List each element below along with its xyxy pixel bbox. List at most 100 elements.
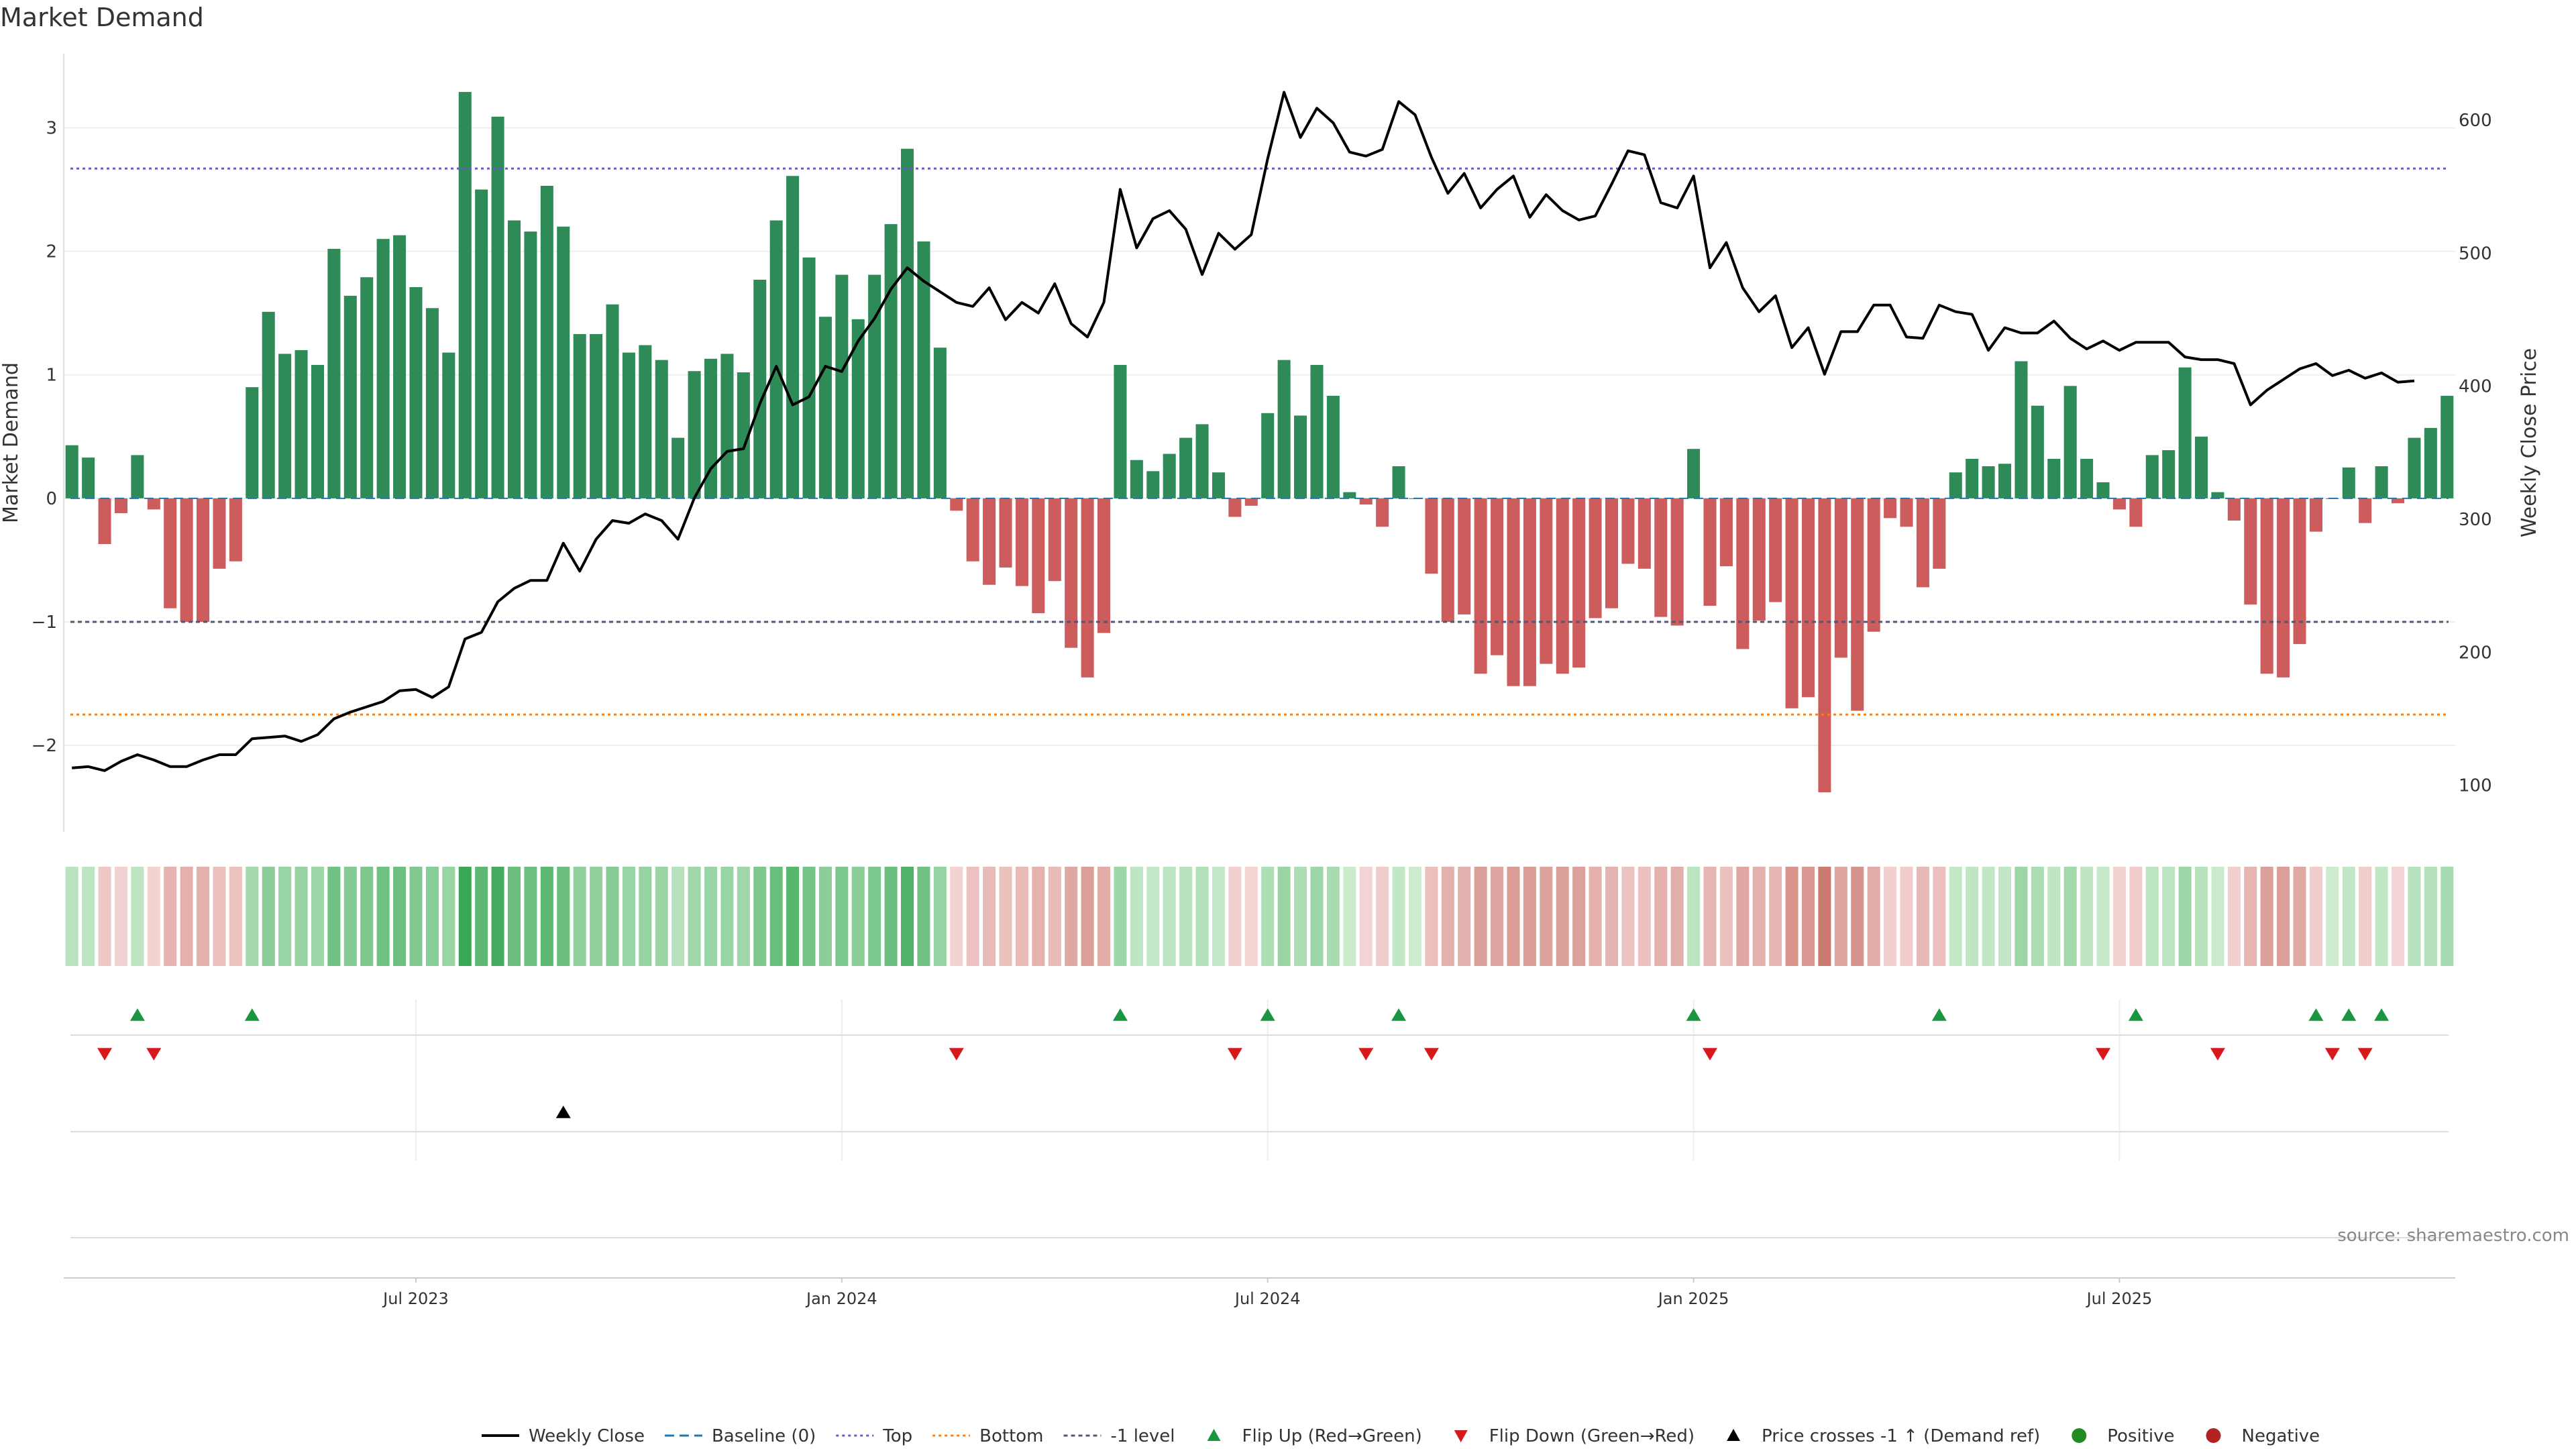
heat-cell	[2392, 867, 2405, 966]
heat-cell	[868, 867, 881, 966]
demand-bar	[2424, 427, 2437, 498]
heat-cell	[1589, 867, 1602, 966]
heat-cell	[246, 867, 259, 966]
demand-bar	[2063, 386, 2077, 498]
heat-cell	[917, 867, 930, 966]
flip-down-marker	[2210, 1048, 2225, 1061]
legend-label: Negative	[2242, 1426, 2320, 1446]
heat-cell	[1310, 867, 1324, 966]
heat-cell	[507, 867, 521, 966]
demand-bar	[1097, 498, 1111, 633]
legend-swatch	[1207, 1429, 1221, 1441]
heat-cell	[2375, 867, 2388, 966]
flip-up-marker	[1931, 1008, 1947, 1021]
heat-cell	[1015, 867, 1028, 966]
demand-bar	[2145, 455, 2159, 498]
y-tick-label: 0	[46, 489, 57, 509]
heat-cell	[491, 867, 504, 966]
heat-cell	[2440, 867, 2454, 966]
heat-cell	[933, 867, 947, 966]
heat-cell	[1982, 867, 1995, 966]
demand-bar	[1048, 498, 1061, 582]
demand-bar	[1195, 424, 1209, 498]
demand-bar	[278, 354, 292, 498]
demand-bar	[2031, 405, 2044, 498]
heat-cell	[1998, 867, 2012, 966]
heat-cell	[655, 867, 668, 966]
demand-bar	[1065, 498, 1078, 648]
demand-bar	[197, 498, 210, 622]
demand-bar	[1458, 498, 1471, 614]
heat-cell	[2244, 867, 2257, 966]
heat-cell	[213, 867, 226, 966]
demand-bar	[557, 226, 570, 498]
heat-cell	[1228, 867, 1242, 966]
flip-up-marker	[244, 1008, 260, 1021]
heat-cell	[818, 867, 832, 966]
heat-cell	[2342, 867, 2355, 966]
legend-swatch	[1454, 1430, 1468, 1442]
demand-bar	[343, 295, 357, 498]
heat-cell	[197, 867, 210, 966]
demand-bar	[1507, 498, 1520, 686]
demand-bar	[1900, 498, 1913, 527]
legend-item-top: Top	[836, 1426, 912, 1446]
y2-tick-label: 200	[2459, 643, 2492, 663]
axes: −2 −1 0 1 2 3 100 200 300 400 500 600 Market Demand W…	[0, 111, 2541, 1308]
heat-cell	[360, 867, 374, 966]
heat-cell	[278, 867, 292, 966]
demand-bar	[2227, 498, 2241, 521]
demand-bar	[131, 455, 144, 498]
heat-cell	[1441, 867, 1454, 966]
heat-cell	[1425, 867, 1438, 966]
demand-bar	[1998, 464, 2012, 498]
demand-bar	[2408, 437, 2421, 498]
heat-cell	[1867, 867, 1880, 966]
heat-cell	[1294, 867, 1307, 966]
demand-bar	[2375, 466, 2388, 498]
y2-axis-title: Weekly Close Price	[2518, 348, 2541, 537]
legend-item-negative: Negative	[2206, 1426, 2320, 1446]
legend-item-price_cross: Price crosses -1 ↑ (Demand ref)	[1727, 1426, 2040, 1446]
heat-cell	[1032, 867, 1045, 966]
heat-cell	[1933, 867, 1946, 966]
heat-cell	[327, 867, 341, 966]
heat-cell	[131, 867, 144, 966]
legend-label: Top	[882, 1426, 912, 1446]
demand-bar	[655, 360, 668, 498]
heat-cell	[1212, 867, 1225, 966]
demand-bar	[851, 319, 865, 498]
heat-cell	[639, 867, 652, 966]
demand-bar	[1752, 498, 1766, 621]
demand-bar	[672, 437, 685, 498]
demand-bar	[1966, 458, 1979, 498]
heat-cell	[1359, 867, 1373, 966]
demand-bar	[1703, 498, 1717, 606]
heat-cell	[82, 867, 95, 966]
demand-bar	[1425, 498, 1438, 574]
heat-cell	[1065, 867, 1078, 966]
y-tick-label: 3	[46, 118, 57, 138]
heat-cell	[573, 867, 586, 966]
demand-bar	[1785, 498, 1799, 708]
demand-bar	[1572, 498, 1586, 668]
event-marker-panels	[97, 1008, 2390, 1118]
y-tick-label: −1	[32, 612, 57, 633]
demand-bar	[639, 345, 652, 498]
heat-cell	[311, 867, 324, 966]
demand-bar	[1834, 498, 1847, 658]
demand-bar	[1326, 396, 1340, 498]
heat-cell	[1719, 867, 1733, 966]
demand-bar	[884, 224, 898, 498]
demand-bar	[1949, 472, 1962, 498]
heat-cell	[851, 867, 865, 966]
heat-cell	[1261, 867, 1275, 966]
legend-swatch	[2072, 1428, 2087, 1443]
demand-bar	[2096, 482, 2110, 498]
demand-bar	[2359, 498, 2372, 523]
demand-bar	[1343, 492, 1356, 498]
heat-cell	[1376, 867, 1389, 966]
demand-bar	[114, 498, 127, 513]
legend-label: -1 level	[1111, 1426, 1175, 1446]
demand-bar	[933, 347, 947, 498]
